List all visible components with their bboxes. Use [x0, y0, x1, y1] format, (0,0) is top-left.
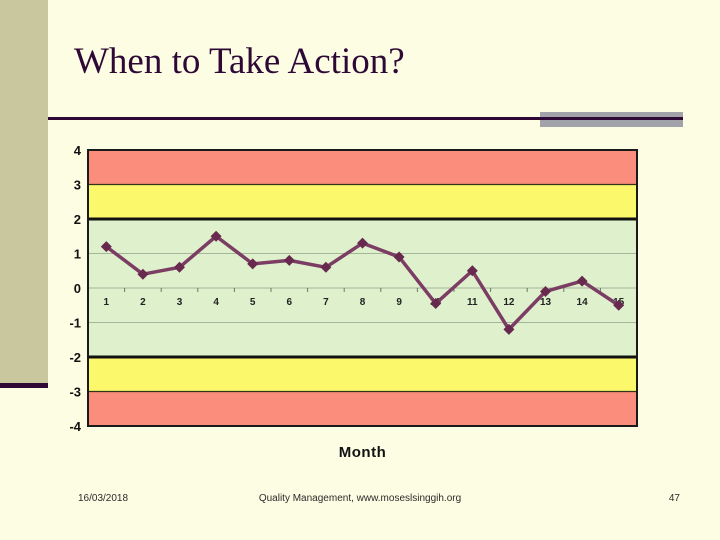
x-tick-label: 11	[467, 297, 478, 308]
title-underline	[48, 117, 683, 120]
data-point-6	[283, 254, 295, 266]
data-point-9	[393, 251, 405, 263]
data-point-3	[174, 261, 185, 273]
data-point-1	[100, 241, 112, 253]
chart-x-axis-title: Month	[338, 444, 387, 461]
footer-page-number: 47	[668, 493, 680, 504]
data-point-11	[466, 265, 478, 277]
zone-yellow-lower	[88, 357, 637, 392]
plot-border	[87, 149, 638, 427]
y-tick-label: 0	[74, 281, 81, 296]
left-accent-bar	[0, 0, 48, 383]
data-point-15	[613, 299, 625, 311]
footer-date: 16/03/2018	[78, 493, 129, 504]
left-accent-strip	[0, 383, 48, 388]
x-tick-label: 2	[140, 297, 146, 308]
y-tick-label: 1	[74, 247, 81, 262]
x-tick-label: 1	[104, 297, 110, 308]
data-point-7	[320, 261, 332, 273]
x-tick-label: 14	[577, 297, 589, 308]
zone-yellow-upper	[88, 184, 637, 219]
data-point-5	[247, 258, 259, 270]
data-point-10	[430, 298, 442, 310]
zone-red-upper	[88, 150, 637, 185]
y-tick-label: -1	[69, 316, 81, 331]
y-tick-label: 4	[74, 143, 82, 158]
y-tick-label: -4	[69, 419, 81, 434]
x-tick-label: 9	[396, 297, 402, 308]
x-tick-label: 8	[360, 297, 366, 308]
data-point-8	[357, 237, 368, 249]
x-tick-label: 5	[250, 297, 256, 308]
x-tick-label: 6	[287, 297, 293, 308]
x-tick-label: 13	[540, 297, 552, 308]
y-tick-label: 3	[74, 178, 81, 193]
x-tick-label: 7	[323, 297, 329, 308]
y-tick-label: -3	[69, 385, 81, 400]
data-point-4	[210, 230, 222, 242]
slide-title: When to Take Action?	[74, 41, 405, 82]
slide-footer: 16/03/2018 Quality Management, www.moses…	[0, 493, 720, 509]
y-tick-label: 2	[74, 212, 81, 227]
x-tick-label: 12	[503, 297, 515, 308]
data-point-13	[540, 285, 551, 297]
x-tick-label: 4	[213, 297, 219, 308]
footer-source-text: Quality Management, www.moseslsinggih.or…	[258, 493, 462, 504]
data-point-2	[137, 268, 149, 280]
data-point-14	[576, 275, 588, 287]
data-point-12	[503, 323, 515, 335]
y-tick-label: -2	[69, 350, 81, 365]
zone-red-lower	[88, 391, 637, 426]
x-tick-label: 3	[177, 297, 183, 308]
